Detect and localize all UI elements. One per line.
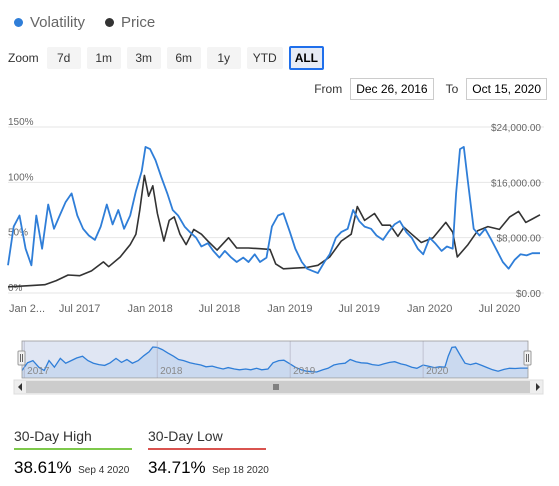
stat-low-value: 34.71% [148,458,206,477]
x-tick-label: Jan 2018 [127,303,172,315]
stat-high-label: 30-Day High [14,428,92,444]
y-left-tick-label: 150% [8,117,34,128]
stat-low-label: 30-Day Low [148,428,223,444]
legend-label-price: Price [121,14,156,31]
volatility-dot-icon [14,18,23,27]
y-left-tick-label: 0% [8,283,23,294]
y-left-tick-label: 50% [8,228,28,239]
x-tick-label: Jan 2... [9,303,45,315]
stat-high-value: 38.61% [14,458,72,477]
stat-high-underline [14,448,132,450]
price-series-line [7,174,541,288]
zoom-bar: Zoom 7d 1m 3m 6m 1y YTD ALL [8,46,325,70]
y-left-tick-label: 100% [8,172,34,183]
to-label: To [445,82,459,96]
stat-low-underline [148,448,266,450]
legend-label-volatility: Volatility [30,14,86,31]
x-tick-label: Jul 2017 [59,303,101,315]
navigator-year-label: 2019 [293,366,316,377]
zoom-all-button[interactable]: ALL [288,46,325,70]
legend: Volatility Price [14,14,155,31]
navigator-right-handle[interactable] [523,350,532,366]
x-tick-label: Jul 2018 [199,303,241,315]
y-right-tick-label: $0.00 [516,289,541,300]
zoom-7d-button[interactable]: 7d [46,47,81,69]
date-range-selector: From Dec 26, 2016 To Oct 15, 2020 [314,78,547,100]
x-tick-label: Jan 2020 [407,303,452,315]
to-date-input[interactable]: Oct 15, 2020 [466,78,547,100]
volatility-series-line [7,146,540,274]
navigator-left-handle[interactable] [17,350,26,366]
scroll-left-arrow-icon[interactable] [18,383,22,391]
from-label: From [314,82,343,96]
y-right-tick-label: $16,000.00 [491,178,541,189]
y-right-tick-label: $24,000.00 [491,123,541,134]
price-dot-icon [105,18,115,27]
x-tick-label: Jan 2019 [267,303,312,315]
legend-item-volatility[interactable]: Volatility [14,14,85,31]
navigator-year-label: 2020 [426,366,449,377]
zoom-1m-button[interactable]: 1m [86,47,121,69]
legend-item-price[interactable]: Price [105,14,155,31]
volatility-price-chart: 0% 50% 100% 150% $0.00 $8,000.00 $16,000.00 $24… [7,117,544,395]
from-date-input[interactable]: Dec 26, 2016 [350,78,434,100]
scroll-right-arrow-icon[interactable] [536,383,540,391]
navigator-year-label: 2018 [160,366,183,377]
x-tick-label: Jul 2019 [338,303,380,315]
stat-low-date: Sep 18 2020 [212,465,269,476]
navigator-mask [22,341,528,378]
stat-30-day-low: 30-Day Low 34.71% Sep 18 2020 [148,428,269,478]
zoom-ytd-button[interactable]: YTD [246,47,283,69]
navigator-year-label: 2017 [27,366,50,377]
navigator-series-line [21,346,528,373]
x-tick-label: Jul 2020 [479,303,521,315]
stats-panel: 30-Day High 38.61% Sep 4 2020 30-Day Low… [14,428,269,478]
zoom-6m-button[interactable]: 6m [166,47,201,69]
zoom-label: Zoom [8,51,39,65]
zoom-1y-button[interactable]: 1y [206,47,241,69]
stat-high-date: Sep 4 2020 [78,465,130,476]
stat-30-day-high: 30-Day High 38.61% Sep 4 2020 [14,428,132,478]
y-right-tick-label: $8,000.00 [497,234,542,245]
zoom-3m-button[interactable]: 3m [126,47,161,69]
